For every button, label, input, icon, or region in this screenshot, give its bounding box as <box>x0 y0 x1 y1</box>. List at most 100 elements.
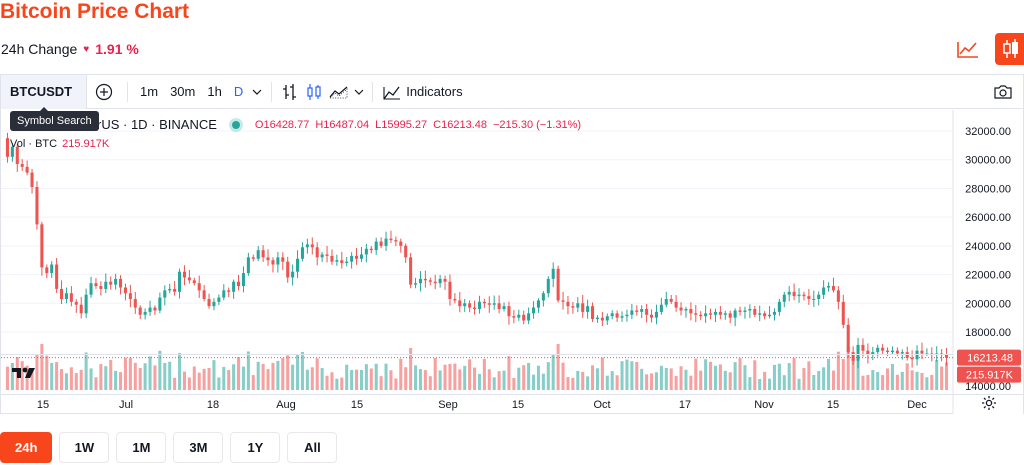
chart-settings-button[interactable] <box>981 395 997 416</box>
bars-style-button[interactable] <box>278 75 302 109</box>
last-volume-badge <box>957 366 1021 383</box>
volume-bar <box>291 364 295 390</box>
volume-bar <box>330 372 334 390</box>
chart-style-dropdown[interactable] <box>352 75 366 109</box>
camera-icon <box>994 84 1012 99</box>
volume-bar <box>453 363 457 390</box>
line-chart-view-button[interactable] <box>952 33 984 65</box>
volume-bar <box>202 368 206 390</box>
volume-bar <box>689 375 693 390</box>
volume-bar <box>69 367 73 390</box>
candle-body <box>920 350 924 354</box>
candle-body <box>148 307 152 312</box>
change-label: 24h Change <box>1 41 78 57</box>
volume-bar <box>940 366 944 390</box>
timeframe-1m[interactable]: 1M <box>116 432 167 463</box>
volume-bar <box>261 363 265 390</box>
candle-body <box>753 309 757 315</box>
volume-bar <box>640 368 644 390</box>
timeframe-1w[interactable]: 1W <box>59 432 110 463</box>
volume-bar <box>84 352 88 390</box>
candle-body <box>178 271 182 292</box>
candle-body <box>876 347 880 353</box>
volume-bar <box>168 361 172 390</box>
volume-bar <box>114 370 118 390</box>
volume-bar <box>743 365 747 390</box>
volume-bar <box>364 364 368 390</box>
candle-body <box>718 311 722 315</box>
volume-bar <box>300 351 304 390</box>
interval-1h[interactable]: 1h <box>207 84 222 99</box>
volume-bar <box>246 351 250 390</box>
volume-bar <box>350 369 354 390</box>
timeframe-3m[interactable]: 3M <box>173 432 224 463</box>
candles-style-button[interactable] <box>302 75 326 109</box>
candle-body <box>94 283 98 287</box>
candle-body <box>827 286 831 288</box>
candle-body <box>664 298 668 305</box>
volume-bar <box>276 360 280 390</box>
volume-bar <box>654 372 658 390</box>
volume-bar <box>581 371 585 390</box>
timeframe-24h[interactable]: 24h <box>0 432 53 463</box>
volume-bar <box>182 371 186 390</box>
interval-1m[interactable]: 1m <box>140 84 159 99</box>
candle-body <box>433 281 437 284</box>
area-style-button[interactable] <box>326 75 352 109</box>
volume-bar <box>482 358 486 390</box>
volume-bar <box>669 368 673 390</box>
volume-bar <box>546 362 550 390</box>
candle-body <box>797 294 801 297</box>
interval-d[interactable]: D <box>233 84 244 99</box>
toolbar-divider <box>372 81 374 102</box>
volume-bar <box>728 372 732 390</box>
volume-bar <box>895 374 899 390</box>
candle-body <box>477 301 481 310</box>
indicators-label: Indicators <box>406 84 463 99</box>
timeframe-1y[interactable]: 1Y <box>230 432 281 463</box>
candle-body <box>817 294 821 299</box>
candle-body <box>79 304 83 314</box>
volume-bar <box>886 368 890 390</box>
volume-bar <box>45 355 49 390</box>
candle-body <box>30 172 34 187</box>
interval-dropdown[interactable] <box>249 75 265 109</box>
volume-bar <box>256 361 260 390</box>
candle-body <box>763 313 767 317</box>
tradingview-logo[interactable] <box>11 366 39 385</box>
candlestick-view-button[interactable] <box>995 33 1024 65</box>
candle-body <box>109 281 113 285</box>
volume-bar <box>79 369 83 390</box>
candle-body <box>861 344 865 351</box>
volume-bar <box>802 368 806 390</box>
volume-bar <box>296 354 300 390</box>
snapshot-button[interactable] <box>991 75 1015 109</box>
candle-body <box>296 258 300 272</box>
price-chart[interactable]: 32000.00 30000.00 28000.00 26000.00 24000.00… <box>1 110 1023 414</box>
volume-bar <box>163 362 167 390</box>
volume-bar <box>207 368 211 390</box>
interval-30m[interactable]: 30m <box>170 84 196 99</box>
volume-bar <box>418 369 422 390</box>
volume-bar <box>345 364 349 390</box>
volume-bar <box>143 363 147 390</box>
candle-body <box>772 311 776 315</box>
area-chart-icon <box>329 86 348 98</box>
time-tick-label: Jul <box>119 399 133 411</box>
tradingview-logo-icon <box>12 367 35 378</box>
volume-bar <box>222 366 226 390</box>
compare-button[interactable] <box>87 75 121 109</box>
candle-body <box>822 287 826 295</box>
candle-body <box>335 260 339 262</box>
symbol-search-button[interactable]: BTCUSDT <box>1 74 87 109</box>
volume-bar <box>841 359 845 390</box>
volume-bar <box>241 366 245 390</box>
timeframe-all[interactable]: All <box>287 432 338 463</box>
indicators-button[interactable]: Indicators <box>379 75 466 109</box>
candle-body <box>792 291 796 297</box>
volume-bar <box>10 363 14 390</box>
volume-bar <box>389 370 393 390</box>
time-tick-label: 17 <box>679 399 691 411</box>
candle-body <box>404 245 408 258</box>
candle-body <box>782 294 786 302</box>
